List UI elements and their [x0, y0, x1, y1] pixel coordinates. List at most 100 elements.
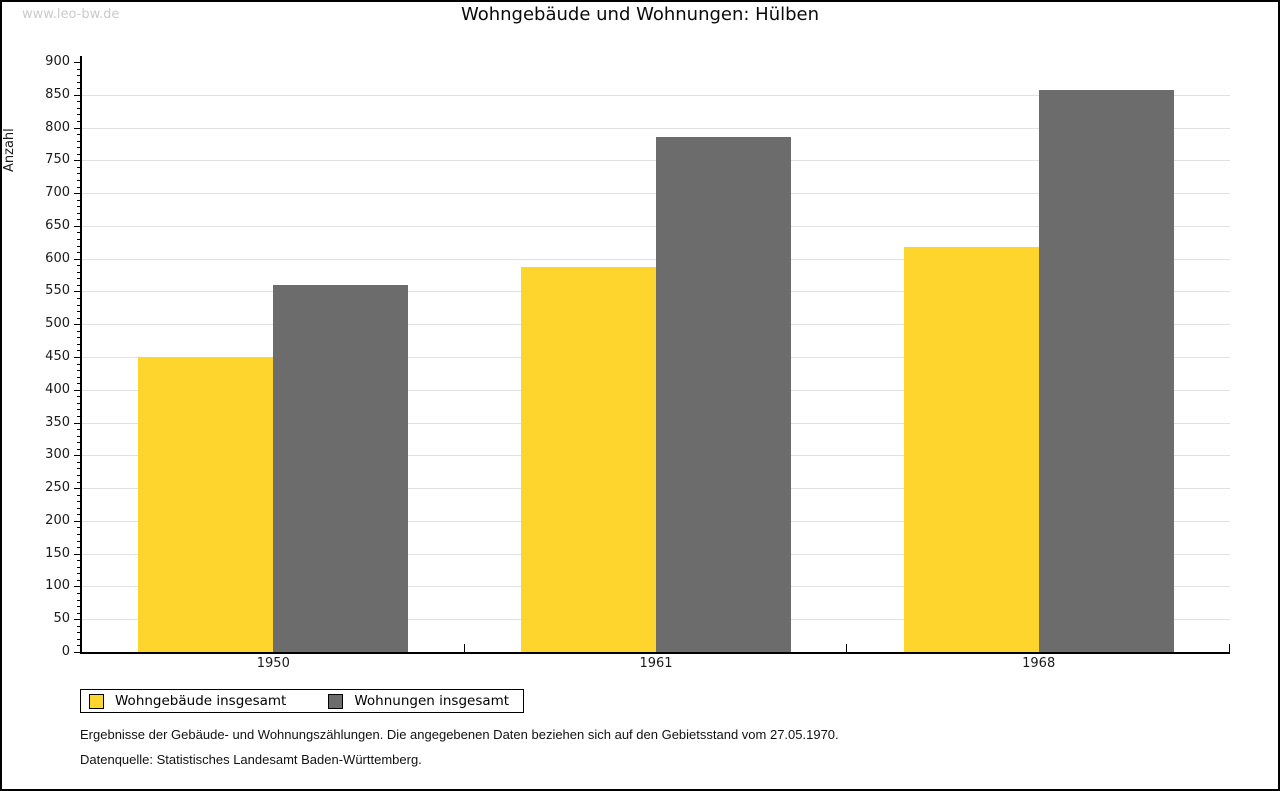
- y-tick-label: 150: [45, 545, 70, 561]
- y-major-tick: [74, 225, 82, 227]
- bar-1950-series0: [138, 357, 274, 652]
- y-minor-tick: [77, 632, 82, 634]
- y-axis-line: [80, 56, 82, 654]
- bar-1968-series0: [903, 246, 1039, 652]
- legend-swatch-wohnungen: [328, 693, 344, 709]
- y-tick-label: 350: [45, 414, 70, 430]
- y-minor-tick: [77, 481, 82, 483]
- y-minor-tick: [77, 461, 82, 463]
- y-tick-label: 600: [45, 250, 70, 266]
- y-minor-tick: [77, 514, 82, 516]
- y-minor-tick: [77, 579, 82, 581]
- y-minor-tick: [77, 599, 82, 601]
- y-minor-tick: [77, 166, 82, 168]
- y-minor-tick: [77, 107, 82, 109]
- y-minor-tick: [77, 219, 82, 221]
- y-minor-tick: [77, 121, 82, 122]
- y-minor-tick: [77, 416, 82, 417]
- bar-1961-series0: [521, 266, 656, 652]
- y-minor-tick: [77, 101, 82, 103]
- y-minor-tick: [77, 134, 82, 136]
- y-minor-tick: [77, 468, 82, 470]
- y-minor-tick: [77, 173, 82, 175]
- gridline: [82, 94, 1230, 96]
- y-minor-tick: [77, 68, 82, 70]
- y-tick-label: 550: [45, 283, 70, 299]
- y-minor-tick: [77, 376, 82, 378]
- y-minor-tick: [77, 114, 82, 116]
- y-minor-tick: [77, 540, 82, 542]
- y-major-tick: [74, 553, 82, 555]
- y-major-tick: [74, 586, 82, 588]
- y-tick-label: 100: [45, 578, 70, 594]
- y-major-tick: [74, 258, 82, 260]
- bar-1961-series1: [656, 137, 791, 652]
- y-tick-label: 50: [53, 611, 70, 627]
- y-major-tick: [74, 357, 82, 358]
- y-tick-label: 250: [45, 480, 70, 496]
- y-minor-tick: [77, 330, 82, 332]
- footnote-datenquelle: Datenquelle: Statistisches Landesamt Bad…: [80, 752, 422, 767]
- y-tick-label: 800: [45, 119, 70, 135]
- y-minor-tick: [77, 278, 82, 280]
- x-axis-line: [80, 652, 1230, 654]
- y-major-tick: [74, 193, 82, 195]
- y-minor-tick: [77, 534, 82, 535]
- y-minor-tick: [77, 298, 82, 299]
- y-minor-tick: [77, 370, 82, 372]
- y-major-tick: [74, 324, 82, 326]
- y-tick-label: 900: [45, 54, 70, 69]
- y-minor-tick: [77, 88, 82, 90]
- y-minor-tick: [77, 501, 82, 503]
- footnote-gebietsstand: Ergebnisse der Gebäude- und Wohnungszähl…: [80, 727, 839, 742]
- y-minor-tick: [77, 245, 82, 247]
- y-minor-tick: [77, 396, 82, 398]
- y-minor-tick: [77, 402, 82, 404]
- y-minor-tick: [77, 645, 82, 647]
- y-major-tick: [74, 62, 82, 63]
- y-minor-tick: [77, 475, 82, 476]
- y-minor-tick: [77, 212, 82, 214]
- y-major-tick: [74, 520, 82, 522]
- y-minor-tick: [77, 429, 82, 431]
- x-tick-label: 1950: [256, 656, 290, 671]
- y-minor-tick: [77, 343, 82, 345]
- legend-swatch-wohngebaeude: [89, 693, 104, 709]
- y-major-tick: [74, 422, 82, 424]
- y-minor-tick: [77, 140, 82, 142]
- y-minor-tick: [77, 304, 82, 306]
- y-tick-label: 750: [45, 152, 70, 168]
- y-minor-tick: [77, 199, 82, 201]
- watermark: www.leo-bw.de: [22, 7, 120, 22]
- y-tick-label: 500: [45, 316, 70, 332]
- y-axis-title: Anzahl: [2, 128, 17, 172]
- y-major-tick: [74, 291, 82, 293]
- x-tick-label: 1961: [639, 656, 673, 671]
- y-minor-tick: [77, 638, 82, 640]
- legend-label-wohnungen: Wohnungen insgesamt: [354, 693, 510, 709]
- x-group-tick: [1229, 644, 1230, 652]
- y-minor-tick: [77, 252, 82, 254]
- x-tick-label: 1968: [1022, 656, 1056, 671]
- y-tick-label: 0: [61, 644, 70, 659]
- y-minor-tick: [77, 81, 82, 83]
- y-minor-tick: [77, 180, 82, 181]
- y-minor-tick: [77, 317, 82, 319]
- y-minor-tick: [77, 566, 82, 568]
- y-tick-label: 300: [45, 447, 70, 463]
- y-minor-tick: [77, 593, 82, 594]
- bar-1950-series1: [273, 284, 409, 652]
- bar-1968-series1: [1038, 89, 1174, 652]
- y-tick-label: 650: [45, 217, 70, 233]
- legend: Wohngebäude insgesamt Wohnungen insgesam…: [80, 689, 525, 713]
- y-minor-tick: [77, 239, 82, 240]
- y-minor-tick: [77, 153, 82, 155]
- y-minor-tick: [77, 612, 82, 614]
- y-minor-tick: [77, 527, 82, 529]
- y-major-tick: [74, 160, 82, 162]
- y-minor-tick: [77, 350, 82, 352]
- y-minor-tick: [77, 547, 82, 549]
- y-minor-tick: [77, 271, 82, 273]
- y-minor-tick: [77, 625, 82, 627]
